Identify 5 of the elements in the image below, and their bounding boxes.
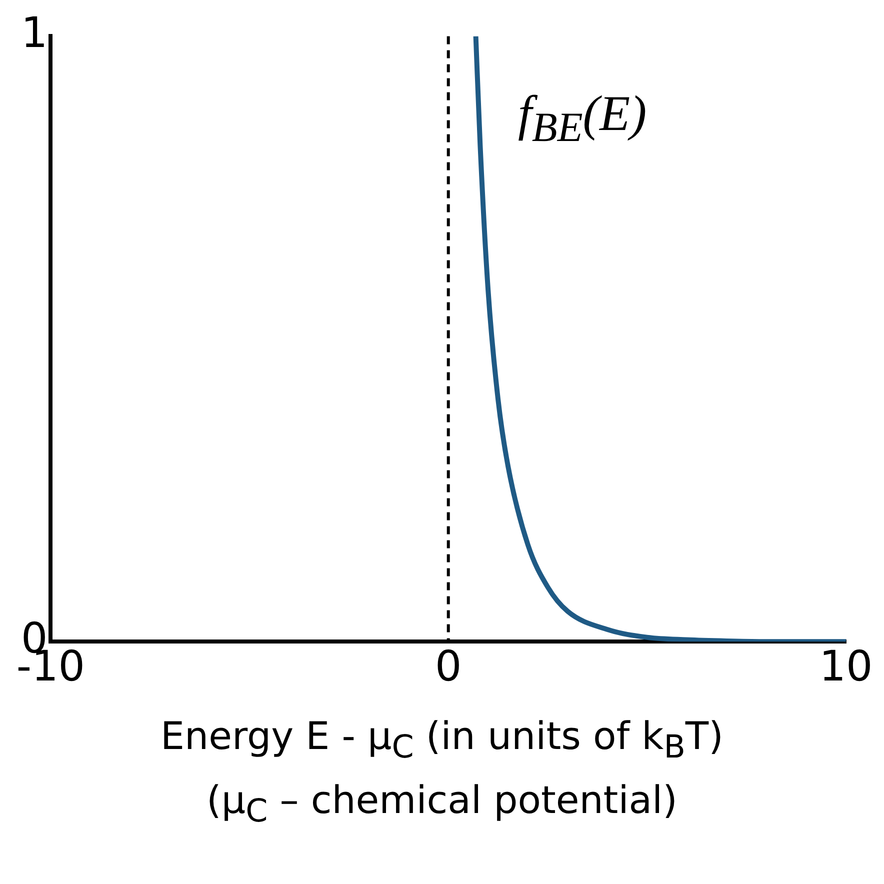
annotation: f$_{BE}$(E): [518, 84, 647, 153]
x-tick-label: 0: [434, 642, 462, 691]
x-tick-label: 10: [819, 642, 873, 691]
text: Energy E - μ$_{C}$ (in units of k$_{B}$T) (μ$_{C}$ – chemical potential): [160, 714, 724, 830]
y-tick-label: 1: [20, 8, 48, 58]
